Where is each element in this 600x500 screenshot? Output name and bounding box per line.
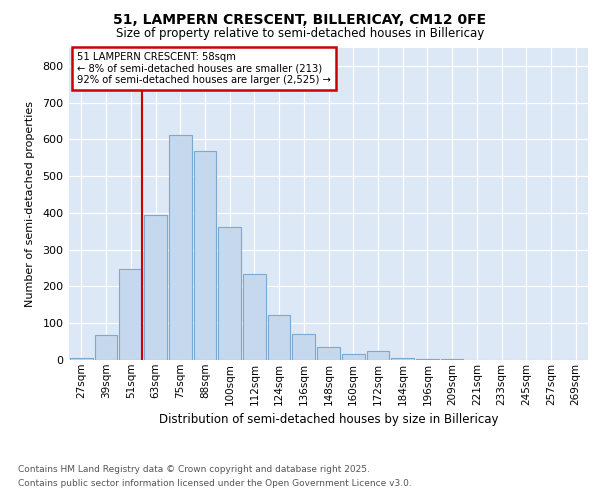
Text: 51, LAMPERN CRESCENT, BILLERICAY, CM12 0FE: 51, LAMPERN CRESCENT, BILLERICAY, CM12 0… (113, 12, 487, 26)
Bar (317, 347, 340, 360)
Bar (292, 334, 315, 360)
Bar (391, 358, 414, 360)
Bar (169, 135, 191, 360)
Bar (119, 269, 142, 360)
Bar (95, 335, 118, 360)
Text: Size of property relative to semi-detached houses in Billericay: Size of property relative to semi-detach… (116, 28, 484, 40)
X-axis label: Distribution of semi-detached houses by size in Billericay: Distribution of semi-detached houses by … (159, 413, 498, 426)
Bar (367, 351, 389, 360)
Text: 51 LAMPERN CRESCENT: 58sqm
← 8% of semi-detached houses are smaller (213)
92% of: 51 LAMPERN CRESCENT: 58sqm ← 8% of semi-… (77, 52, 331, 86)
Bar (194, 151, 216, 360)
Text: Contains public sector information licensed under the Open Government Licence v3: Contains public sector information licen… (18, 479, 412, 488)
Bar (268, 315, 290, 360)
Bar (144, 215, 167, 360)
Bar (70, 358, 93, 360)
Bar (342, 354, 365, 360)
Bar (218, 227, 241, 360)
Y-axis label: Number of semi-detached properties: Number of semi-detached properties (25, 101, 35, 306)
Text: Contains HM Land Registry data © Crown copyright and database right 2025.: Contains HM Land Registry data © Crown c… (18, 466, 370, 474)
Bar (243, 274, 266, 360)
